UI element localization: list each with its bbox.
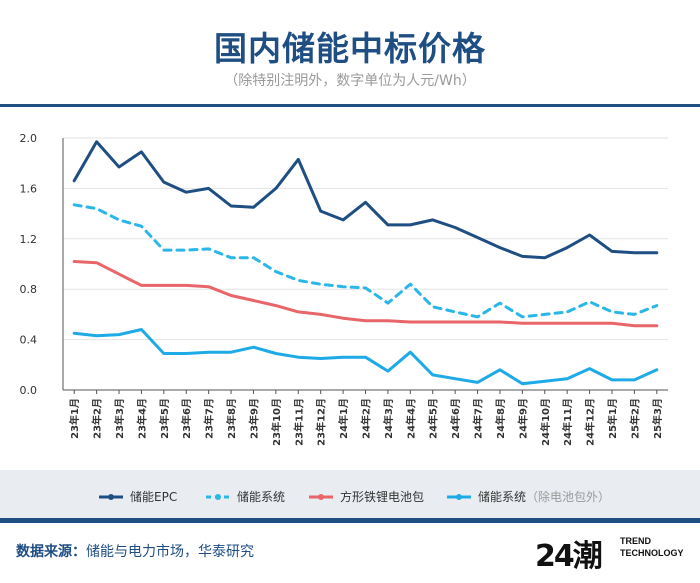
x-tick-label: 24年11月 — [561, 398, 574, 446]
x-tick-label: 24年1月 — [337, 398, 350, 439]
series-line-0 — [72, 140, 659, 260]
legend-note-system-ex-pack: （除电池包外） — [526, 490, 611, 504]
x-tick-label: 23年3月 — [113, 398, 126, 439]
x-tick-label: 24年6月 — [449, 398, 462, 439]
x-tick-label: 23年9月 — [247, 398, 260, 439]
header-divider — [0, 104, 700, 107]
y-tick-label: 1.2 — [20, 233, 38, 246]
data-source-text: 储能与电力市场，华泰研究 — [86, 544, 254, 560]
x-tick-label: 24年7月 — [472, 398, 485, 439]
page-title: 国内储能中标价格 — [214, 29, 486, 68]
brand-logo-tag-line1: TREND — [620, 536, 651, 546]
x-tick-label: 24年5月 — [427, 398, 440, 439]
legend-swatch-battery-pack — [309, 493, 333, 500]
legend-swatch-system — [206, 493, 230, 500]
legend-swatch-system-ex-pack — [447, 493, 471, 500]
x-tick-label: 23年10月 — [270, 398, 283, 446]
x-tick-label: 24年2月 — [360, 398, 373, 439]
legend-item-battery-pack: 方形铁锂电池包 — [308, 488, 424, 505]
legend: 储能EPC 储能系统 方形铁锂电池包 储能系统 （除电池包外） — [0, 470, 700, 518]
legend-label-battery-pack: 方形铁锂电池包 — [340, 490, 425, 504]
data-source-label: 数据来源： — [16, 544, 86, 560]
series-line-2 — [72, 260, 659, 328]
x-tick-label: 24年8月 — [494, 398, 507, 439]
x-tick-label: 24年10月 — [539, 398, 552, 446]
brand-logo: 24潮 TREND TECHNOLOGY — [535, 531, 685, 574]
data-source: 数据来源：储能与电力市场，华泰研究 — [16, 541, 254, 561]
y-tick-label: 0.8 — [20, 283, 38, 296]
y-tick-label: 0.4 — [20, 334, 38, 347]
x-tick-label: 23年1月 — [68, 398, 81, 439]
footer-divider — [0, 518, 700, 523]
legend-item-system-ex-pack: 储能系统 （除电池包外） — [446, 488, 610, 505]
series-line-1 — [72, 203, 659, 319]
x-tick-label: 23年2月 — [91, 398, 104, 439]
x-tick-label: 23年8月 — [225, 398, 238, 439]
line-chart: 0.0 0.4 0.8 1.2 1.6 2.0 23年1月 23年2月 23年3月 23年4月 23… — [20, 132, 668, 446]
x-tick-label: 23年11月 — [292, 398, 305, 446]
x-tick-label: 25年2月 — [628, 398, 641, 439]
x-tick-label: 24年4月 — [404, 398, 417, 439]
legend-item-epc: 储能EPC — [98, 488, 177, 505]
y-tick-label: 2.0 — [20, 132, 38, 145]
legend-label-system: 储能系统 — [237, 490, 286, 504]
x-tick-label: 24年3月 — [382, 398, 395, 439]
x-tick-label: 25年1月 — [606, 398, 619, 439]
x-tick-label: 23年12月 — [315, 398, 328, 446]
legend-label-system-ex-pack: 储能系统 — [478, 490, 527, 504]
x-tick-label: 23年7月 — [203, 398, 216, 439]
y-tick-label: 0.0 — [20, 384, 38, 397]
brand-logo-tag-line2: TECHNOLOGY — [620, 548, 684, 558]
series-line-3 — [72, 328, 659, 386]
x-tick-label: 23年6月 — [180, 398, 193, 439]
x-tick-label: 23年5月 — [158, 398, 171, 439]
legend-swatch-epc — [99, 493, 123, 500]
x-tick-label: 23年4月 — [135, 398, 148, 439]
legend-label-epc: 储能EPC — [130, 490, 178, 504]
x-tick-label: 24年12月 — [584, 398, 597, 446]
page-subtitle: （除特别注明外，数字单位为人元/Wh） — [224, 73, 476, 89]
brand-logo-tagline: TREND TECHNOLOGY — [620, 535, 684, 559]
brand-logo-mark: 24潮 — [535, 539, 603, 574]
x-tick-label: 25年3月 — [651, 398, 664, 439]
legend-item-system: 储能系统 — [205, 488, 285, 505]
y-tick-label: 1.6 — [20, 182, 38, 195]
x-tick-label: 24年9月 — [516, 398, 529, 439]
